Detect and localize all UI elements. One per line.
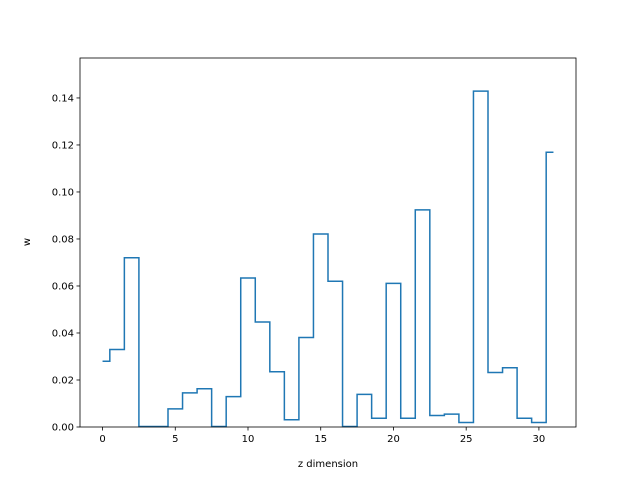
x-tick-label: 5 <box>172 434 178 445</box>
plot-area <box>79 57 577 428</box>
y-axis-label: w <box>22 238 33 246</box>
axes-frame <box>79 57 577 428</box>
y-tick-label: 0.00 <box>52 423 74 434</box>
x-axis-ticks: 0 5 10 15 20 25 30 <box>99 427 545 445</box>
x-axis-label: z dimension <box>298 459 358 470</box>
x-tick-label: 0 <box>99 434 105 445</box>
y-tick-label: 0.10 <box>52 188 74 199</box>
y-tick-label: 0.08 <box>52 235 74 246</box>
x-tick-label: 25 <box>460 434 473 445</box>
y-tick-label: 0.04 <box>52 329 74 340</box>
x-tick-label: 15 <box>314 434 327 445</box>
x-tick-label: 30 <box>533 434 546 445</box>
y-tick-label: 0.14 <box>52 94 74 105</box>
y-tick-label: 0.06 <box>52 282 74 293</box>
y-axis-ticks: 0.00 0.02 0.04 0.06 0.08 0.10 0.12 0.14 <box>52 94 80 434</box>
y-tick-label: 0.12 <box>52 141 74 152</box>
series-line <box>102 90 554 428</box>
x-tick-label: 20 <box>387 434 400 445</box>
y-tick-label: 0.02 <box>52 376 74 387</box>
x-tick-label: 10 <box>242 434 255 445</box>
